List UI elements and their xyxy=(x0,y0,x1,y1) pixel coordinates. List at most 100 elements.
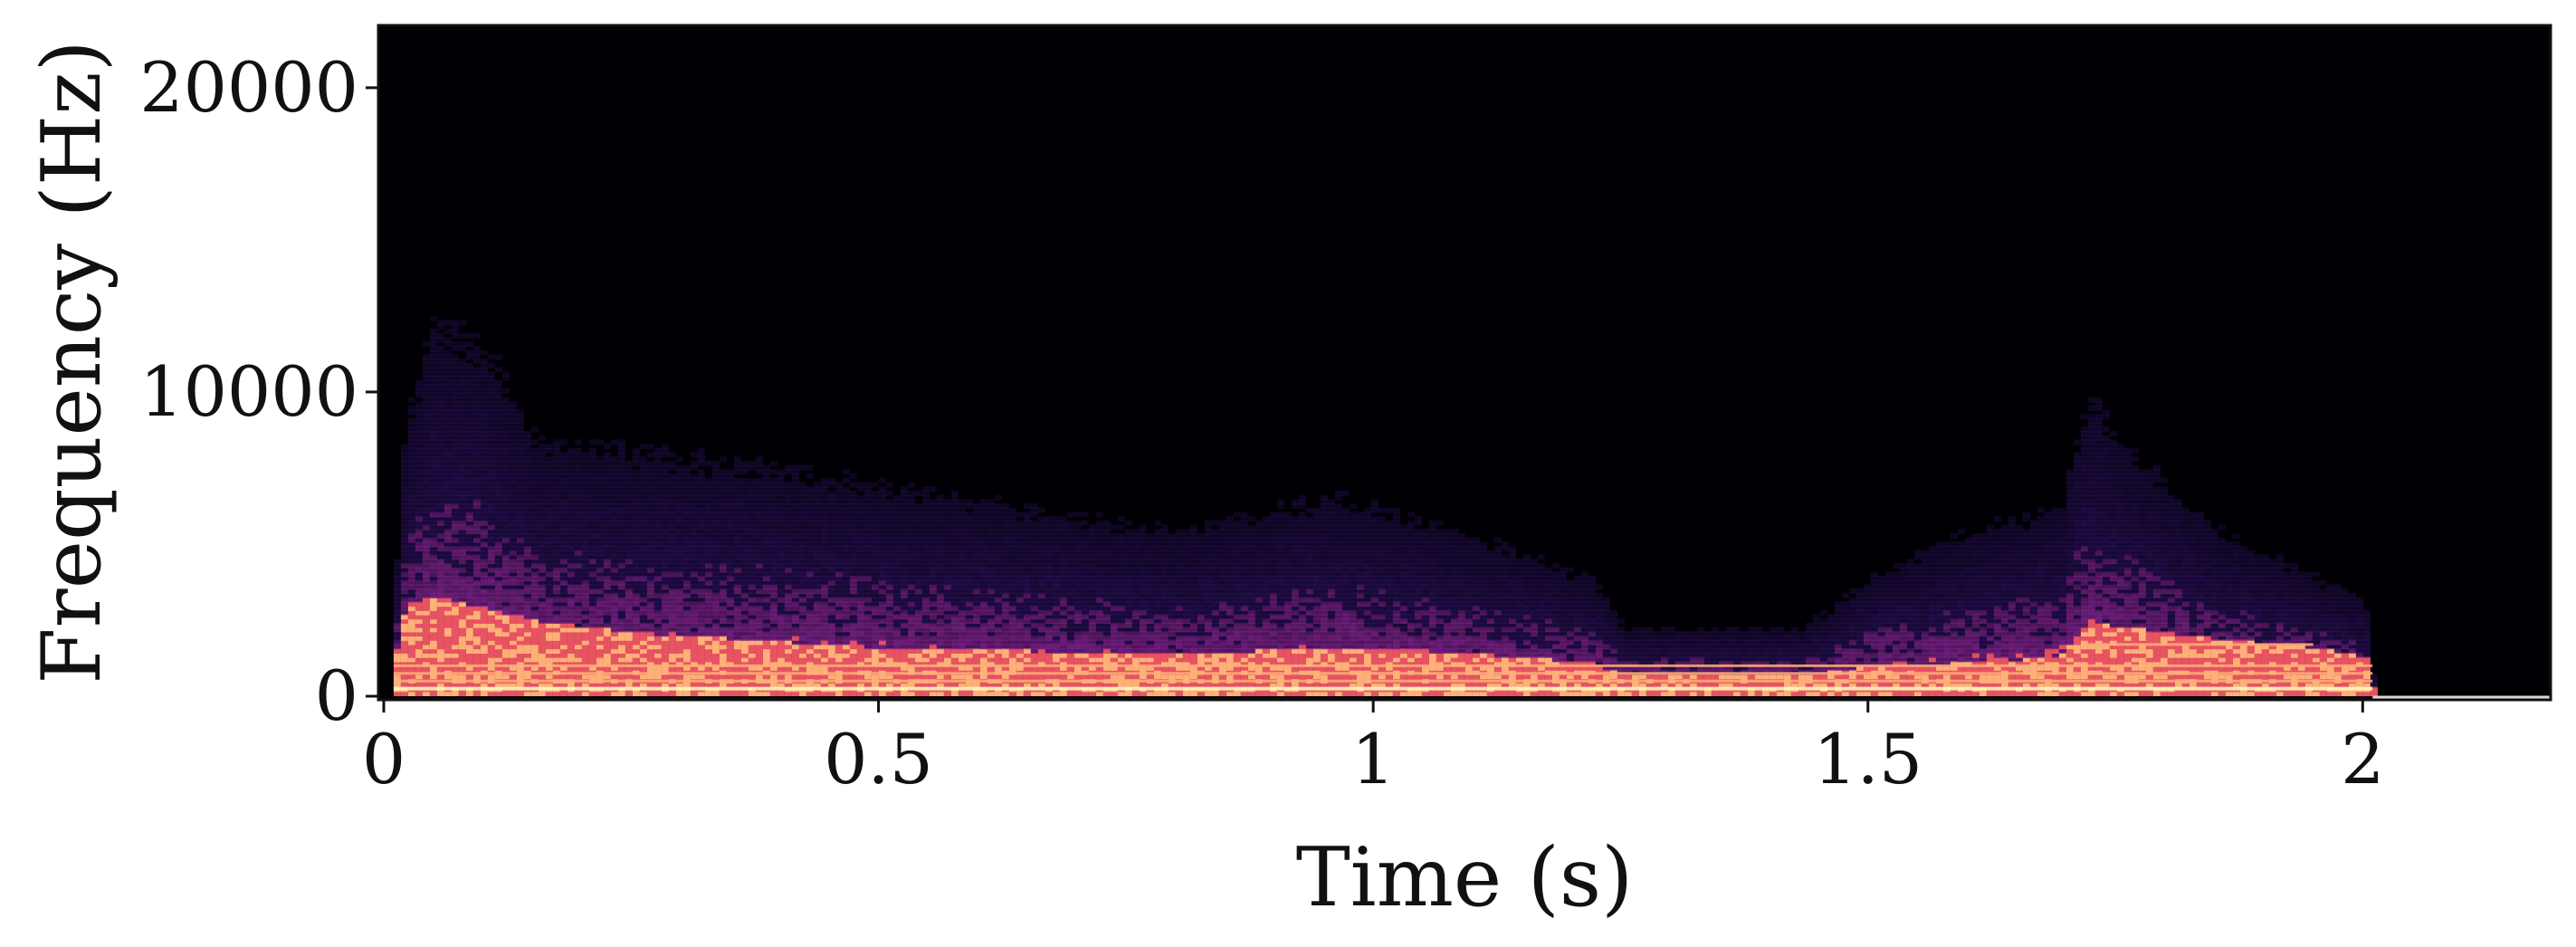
spectrogram-cell xyxy=(813,665,821,671)
spectrogram-cell xyxy=(697,588,705,595)
spectrogram-cell xyxy=(567,546,575,551)
spectrogram-cell xyxy=(588,550,596,556)
spectrogram-cell xyxy=(711,559,720,565)
spectrogram-cell xyxy=(458,426,466,433)
spectrogram-cell xyxy=(407,474,415,480)
spectrogram-cell xyxy=(501,584,510,590)
spectrogram-cell xyxy=(610,567,618,573)
spectrogram-cell xyxy=(835,482,843,488)
spectrogram-cell xyxy=(567,627,575,633)
spectrogram-cell xyxy=(559,559,568,565)
spectrogram-cell xyxy=(567,571,575,578)
spectrogram-cell xyxy=(784,584,792,590)
spectrogram-cell xyxy=(979,592,987,598)
spectrogram-cell xyxy=(769,507,778,513)
spectrogram-cell xyxy=(545,554,553,560)
spectrogram-cell xyxy=(617,482,625,488)
spectrogram-cell xyxy=(878,524,886,531)
spectrogram-cell xyxy=(422,417,430,424)
spectrogram-cell xyxy=(987,529,995,535)
spectrogram-cell xyxy=(509,512,517,518)
spectrogram-cell xyxy=(900,592,908,598)
spectrogram-cell xyxy=(748,554,756,560)
spectrogram-cell xyxy=(798,614,806,620)
spectrogram-cell xyxy=(545,618,553,624)
spectrogram-cell xyxy=(617,631,625,637)
spectrogram-cell xyxy=(480,691,488,696)
spectrogram-cell xyxy=(740,460,749,466)
spectrogram-cell xyxy=(719,486,727,493)
spectrogram-cell xyxy=(603,529,611,535)
spectrogram-cell xyxy=(711,507,720,513)
spectrogram-cell xyxy=(610,524,618,531)
spectrogram-cell xyxy=(958,537,966,543)
spectrogram-cell xyxy=(863,661,872,667)
spectrogram-cell xyxy=(436,652,444,658)
spectrogram-cell xyxy=(987,622,995,628)
spectrogram-cell xyxy=(436,601,444,607)
spectrogram-cell xyxy=(704,584,712,590)
spectrogram-cell xyxy=(632,609,640,616)
spectrogram-cell xyxy=(444,588,452,595)
spectrogram-cell xyxy=(965,532,973,539)
spectrogram-cell xyxy=(451,494,459,501)
spectrogram-cell xyxy=(538,592,546,598)
spectrogram-cell xyxy=(465,477,473,483)
spectrogram-cell xyxy=(610,588,618,595)
spectrogram-cell xyxy=(393,609,401,616)
spectrogram-cell xyxy=(574,614,582,620)
spectrogram-cell xyxy=(987,576,995,581)
spectrogram-cell xyxy=(784,588,792,595)
spectrogram-cell xyxy=(639,482,647,488)
spectrogram-cell xyxy=(921,507,930,513)
spectrogram-cell xyxy=(646,503,654,509)
spectrogram-cell xyxy=(950,546,959,551)
spectrogram-cell xyxy=(451,447,459,454)
spectrogram-cell xyxy=(748,559,756,565)
spectrogram-cell xyxy=(444,567,452,573)
spectrogram-cell xyxy=(784,614,792,620)
spectrogram-cell xyxy=(929,512,937,518)
spectrogram-cell xyxy=(501,682,510,688)
spectrogram-cell xyxy=(675,469,683,475)
spectrogram-cell xyxy=(451,609,459,616)
spectrogram-cell xyxy=(711,512,720,518)
spectrogram-cell xyxy=(697,452,705,458)
spectrogram-cell xyxy=(465,529,473,535)
spectrogram-cell xyxy=(444,524,452,531)
spectrogram-cell xyxy=(733,691,741,696)
spectrogram-cell xyxy=(849,644,857,650)
spectrogram-cell xyxy=(603,452,611,458)
spectrogram-cell xyxy=(950,516,959,522)
spectrogram-cell xyxy=(538,576,546,581)
spectrogram-cell xyxy=(748,614,756,620)
spectrogram-cell xyxy=(740,661,749,667)
spectrogram-cell xyxy=(436,379,444,386)
spectrogram-cell xyxy=(400,550,408,556)
spectrogram-cell xyxy=(458,482,466,488)
spectrogram-cell xyxy=(393,618,401,624)
spectrogram-cell xyxy=(487,576,495,581)
spectrogram-cell xyxy=(769,562,778,569)
spectrogram-cell xyxy=(740,584,749,590)
spectrogram-cell xyxy=(552,456,560,463)
spectrogram-cell xyxy=(465,349,473,356)
spectrogram-cell xyxy=(1001,512,1009,518)
spectrogram-cell xyxy=(856,588,864,595)
spectrogram-cell xyxy=(1001,546,1009,551)
spectrogram-cell xyxy=(806,499,814,505)
spectrogram-cell xyxy=(798,550,806,556)
spectrogram-cell xyxy=(806,601,814,607)
spectrogram-cell xyxy=(914,559,922,565)
spectrogram-cell xyxy=(458,341,466,348)
spectrogram-cell xyxy=(487,584,495,590)
spectrogram-cell xyxy=(697,482,705,488)
spectrogram-cell xyxy=(885,622,893,628)
spectrogram-cell xyxy=(965,562,973,569)
spectrogram-cell xyxy=(697,639,705,646)
spectrogram-cell xyxy=(733,674,741,680)
spectrogram-cell xyxy=(892,665,901,671)
spectrogram-cell xyxy=(639,588,647,595)
spectrogram-cell xyxy=(929,639,937,646)
spectrogram-cell xyxy=(777,562,785,569)
